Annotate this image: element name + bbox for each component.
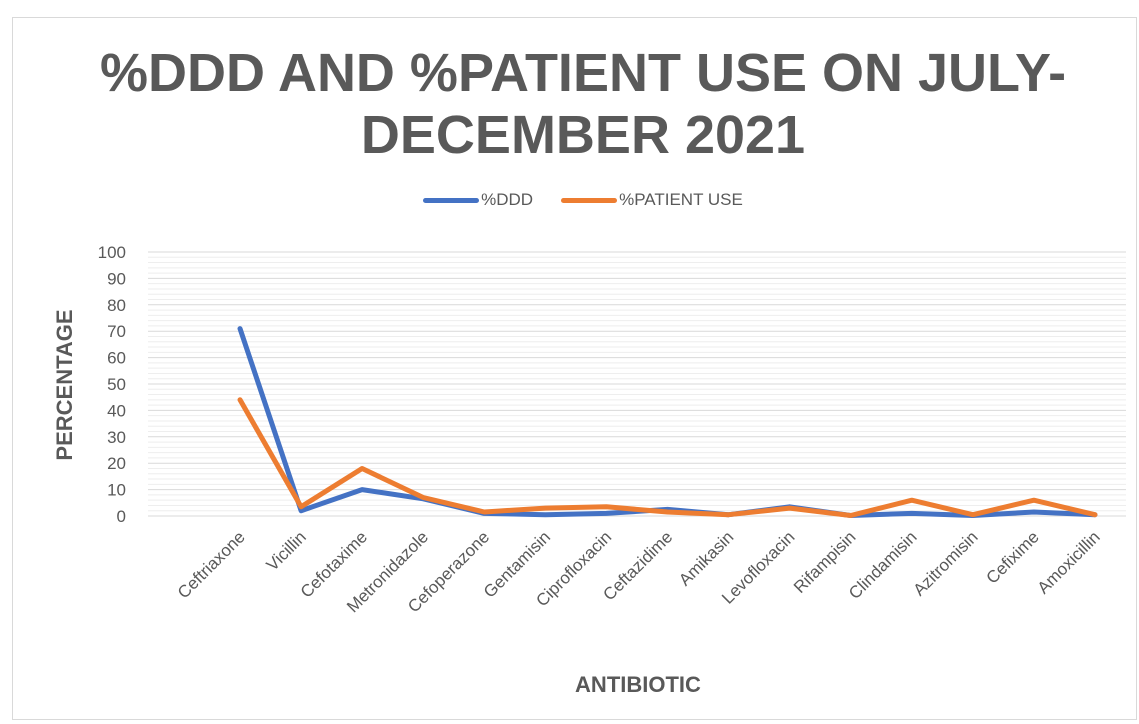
gridlines [148,251,1126,517]
series-line-ddd [237,326,1098,518]
x-tick-labels: Ceftriaxone VicillinCefotaximeMetronidazo… [174,527,1104,616]
x-tick-label: Amoxicillin [1034,527,1104,597]
x-tick-label: Ceftriaxone [174,527,249,602]
y-tick-label: 70 [107,322,126,341]
legend-item-patient-use: %PATIENT USE [561,190,743,210]
x-tick-label: Azitromisin [909,527,981,599]
y-tick-label: 0 [117,507,126,526]
y-tick-label: 50 [107,375,126,394]
x-tick-label: Cefixime [983,527,1043,587]
y-tick-label: 20 [107,454,126,473]
y-tick-label: 80 [107,296,126,315]
y-tick-label: 90 [107,269,126,288]
legend-label-patient-use: %PATIENT USE [619,190,743,209]
legend-label-ddd: %DDD [481,190,534,209]
y-axis-label: PERCENTAGE [52,309,77,460]
legend-swatch-patient-use [561,197,618,203]
y-tick-label: 30 [107,428,126,447]
chart-legend: %DDD %PATIENT USE [0,190,1139,210]
x-tick-label: Amikasin [675,527,737,589]
chart-title: %DDD AND %PATIENT USE ON JULY-DECEMBER 2… [99,43,1067,165]
y-tick-label: 60 [107,349,126,368]
x-axis-label: ANTIBIOTIC [575,672,701,697]
series-lines [237,326,1098,518]
legend-item-ddd: %DDD [423,190,533,210]
y-tick-labels: 0 10 20 30 40 50 60 70 80 90 100 [98,243,126,526]
legend-swatch-ddd [423,197,480,203]
x-tick-label: Vicillin [263,527,310,574]
y-tick-label: 40 [107,401,126,420]
y-tick-label: 10 [107,481,126,500]
y-tick-label: 100 [98,243,126,262]
